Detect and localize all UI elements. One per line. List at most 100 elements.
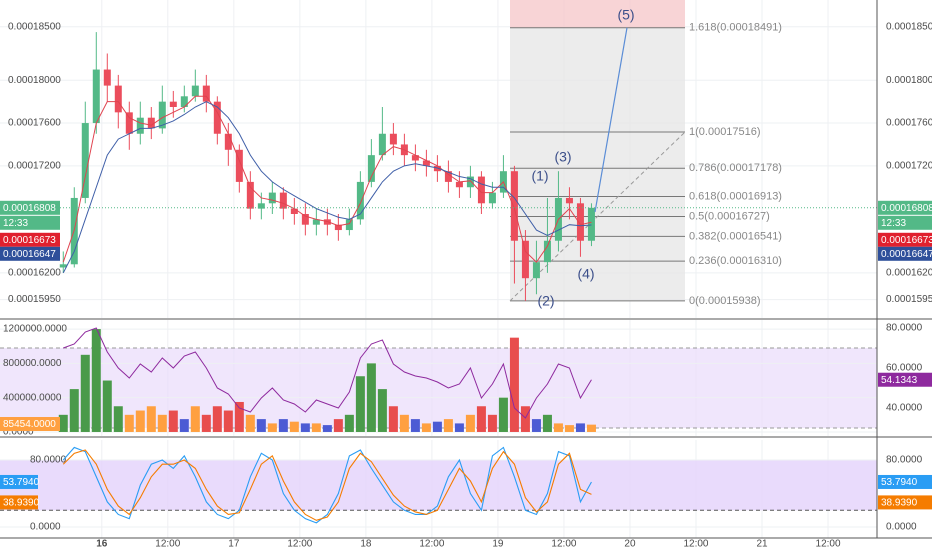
volume-bar <box>586 424 596 432</box>
volume-bar <box>454 423 464 432</box>
volume-bar <box>102 380 112 432</box>
candle-body <box>301 213 309 225</box>
volume-bar <box>190 406 200 432</box>
wave-label: (2) <box>537 293 554 309</box>
x-tick-label: 12:00 <box>419 539 444 550</box>
wave-label: (1) <box>531 168 548 184</box>
volume-bar <box>234 401 244 432</box>
ma-slow-badge-bg <box>878 246 932 261</box>
volume-bar <box>399 414 409 432</box>
y-tick-label: 0.0000 <box>886 522 917 533</box>
ma-fast-badge: 0.00016673 <box>3 235 56 246</box>
volume-badge: 85454.0000 <box>3 419 56 430</box>
rsi-badge-bg <box>878 372 932 387</box>
x-tick-label: 18 <box>360 539 372 550</box>
volume-bar <box>168 410 178 432</box>
volume-bar <box>432 421 442 432</box>
fib-label: 0.382(0.00016541) <box>689 230 782 242</box>
stoch-line <box>62 446 592 524</box>
candle-body <box>158 101 166 129</box>
rsi-band <box>0 348 877 428</box>
volume-bar <box>201 414 211 432</box>
volume-bar <box>300 423 310 432</box>
volume-bar <box>498 397 508 432</box>
y-tick-label: 0.00018000 <box>8 75 61 86</box>
volume-bar <box>333 419 343 432</box>
candle-body <box>103 69 111 86</box>
last-price-badge: 0.00016808 <box>881 203 932 214</box>
candle-body <box>147 117 155 129</box>
volume-bar <box>531 419 541 432</box>
x-tick-label: 12:00 <box>683 539 708 550</box>
candle-body <box>257 203 265 209</box>
y-tick-label: 80.0000 <box>30 455 67 466</box>
y-tick-label: 0.00015950 <box>8 294 61 305</box>
volume-bar <box>245 414 255 432</box>
ma-fast-badge-bg <box>0 232 60 247</box>
fib-label: 0.5(0.00016727) <box>689 210 770 222</box>
candle-body <box>565 197 573 204</box>
wave-label: (3) <box>554 149 571 165</box>
candle-body <box>587 207 595 241</box>
last-price-badge-bg <box>0 200 60 215</box>
ma-slow-badge-bg <box>0 246 60 261</box>
volume-bar <box>443 419 453 432</box>
candle-body <box>268 192 276 204</box>
candle-body <box>477 176 485 204</box>
volume-bar <box>366 363 376 432</box>
volume-bar <box>179 419 189 432</box>
candle-body <box>191 85 199 97</box>
candle-body <box>312 219 320 225</box>
candle-body <box>202 85 210 102</box>
stoch-badge-bg <box>878 495 932 510</box>
y-tick-label: 0.00017200 <box>886 160 932 171</box>
candle-body <box>367 155 375 182</box>
y-tick-label: 0.00016200 <box>8 267 61 278</box>
x-tick-label: 12:00 <box>551 539 576 550</box>
y-tick-label: 0.0000 <box>3 427 34 438</box>
stoch-badge-bg <box>0 474 38 489</box>
volume-bar <box>344 414 354 432</box>
volume-bar <box>91 329 101 432</box>
candle-body <box>455 181 463 188</box>
candle-body <box>422 160 430 166</box>
wave-label: (5) <box>617 7 634 23</box>
candle-body <box>345 219 353 231</box>
candle-body <box>532 262 540 279</box>
volume-bar <box>410 419 420 432</box>
stoch-badge: 38.9390 <box>3 498 40 509</box>
x-tick-label: 21 <box>756 539 768 550</box>
fib-label: 1(0.00017516) <box>689 126 761 138</box>
x-tick-label: 12:00 <box>816 539 841 550</box>
fib-label: 1.618(0.00018491) <box>689 22 782 34</box>
volume-bar <box>212 406 222 432</box>
y-tick-label: 800000.0000 <box>3 358 62 369</box>
volume-bar <box>421 423 431 432</box>
candle-body <box>510 171 518 241</box>
fib-label: 0(0.00015938) <box>689 295 761 307</box>
x-tick-label: 17 <box>228 539 240 550</box>
volume-bar <box>278 419 288 432</box>
ma-slow-badge: 0.00016647 <box>881 249 932 260</box>
candle-body <box>290 208 298 214</box>
stoch-line <box>62 449 592 521</box>
ma-slow-badge: 0.00016647 <box>3 249 56 260</box>
volume-bar <box>289 421 299 432</box>
candle-body <box>279 192 287 209</box>
y-tick-label: 0.00017600 <box>886 118 932 129</box>
candle-body <box>92 69 100 124</box>
volume-bar <box>58 414 68 432</box>
ma-fast-badge: 0.00016673 <box>881 235 932 246</box>
volume-bar <box>509 337 519 432</box>
candle-body <box>125 112 133 134</box>
y-tick-label: 0.00016200 <box>886 267 932 278</box>
candle-body <box>466 176 474 188</box>
volume-bar <box>146 406 156 432</box>
y-tick-label: 0.00017600 <box>8 118 61 129</box>
volume-bar <box>124 414 134 432</box>
candle-body <box>246 181 254 209</box>
fib-trend <box>509 131 686 302</box>
candle-body <box>180 96 188 107</box>
volume-bar <box>69 389 79 432</box>
fib-label: 0.236(0.00016310) <box>689 255 782 267</box>
